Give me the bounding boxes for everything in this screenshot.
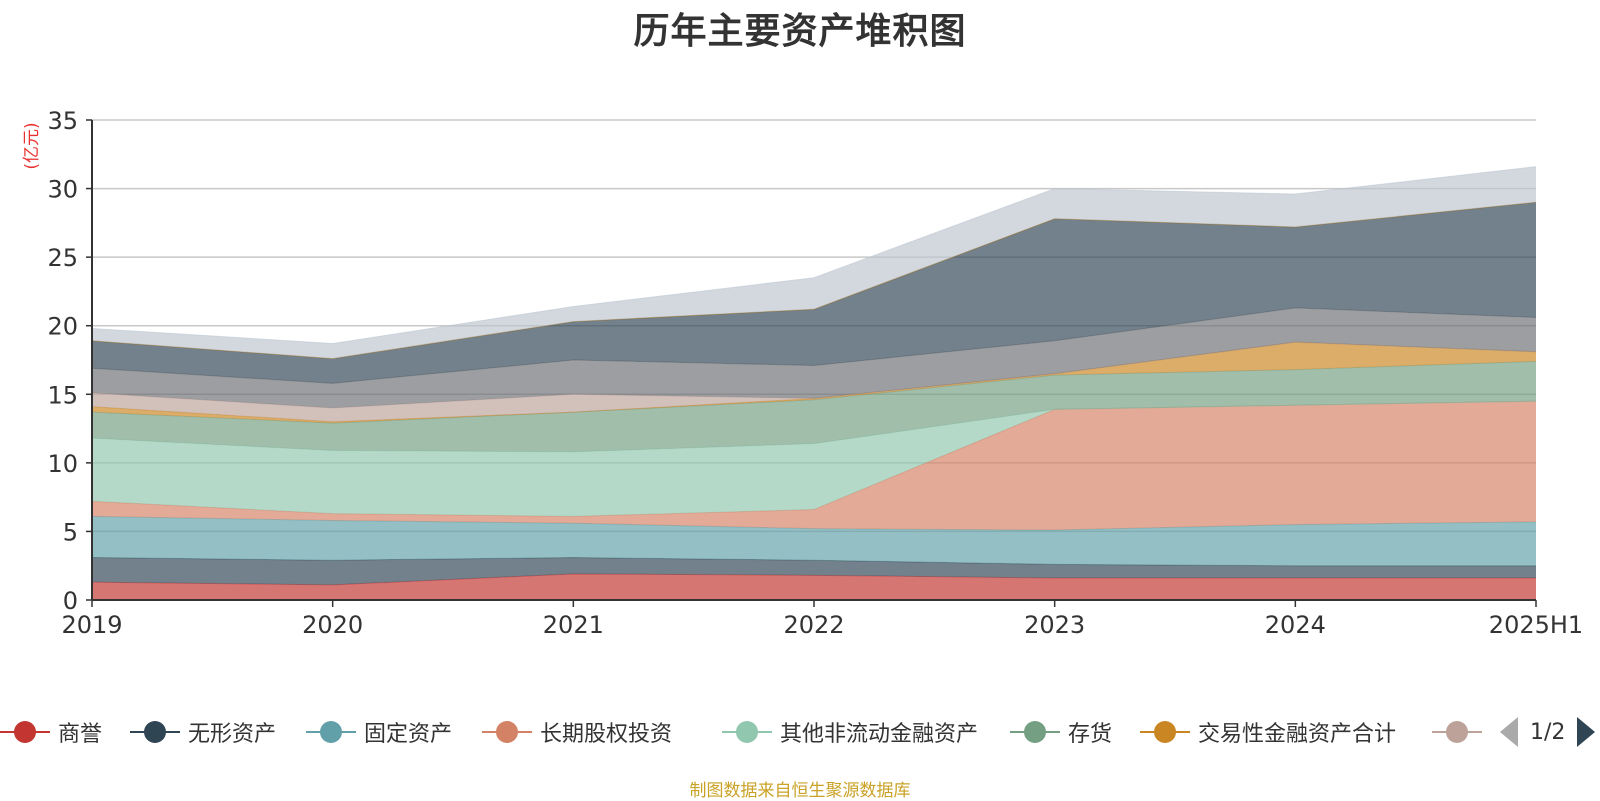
- area-series-0: [92, 573, 1536, 600]
- legend-label: 长期股权投资: [540, 722, 673, 747]
- chart-title: 历年主要资产堆积图: [633, 11, 967, 52]
- area-series-3: [92, 401, 1536, 531]
- legend-marker-icon: [1140, 712, 1190, 752]
- legend-marker-icon: [130, 712, 180, 752]
- legend-item[interactable]: 存货: [1010, 712, 1112, 752]
- area-series-1: [92, 557, 1536, 585]
- stacked-area-chart: 0 5 10 15 20 25 30 35 2019 2020 2021 2022 2023 2024 20…: [22, 107, 1583, 639]
- area-series-9: [92, 202, 1536, 384]
- legend-label: 固定资产: [364, 722, 453, 747]
- legend-item[interactable]: 其他非流动金融资产: [722, 712, 978, 752]
- x-tick-label: 2021: [543, 611, 604, 639]
- legend-label: 商誉: [58, 722, 103, 747]
- x-tick-label: 2024: [1265, 611, 1326, 639]
- x-tick-label: 2025H1: [1489, 611, 1583, 639]
- legend-item[interactable]: 交易性金融资产合计: [1140, 712, 1396, 752]
- area-series-2: [92, 516, 1536, 566]
- y-tick-label: 0: [63, 587, 78, 615]
- legend-label: 其他非流动金融资产: [780, 722, 979, 747]
- y-tick-label: 5: [63, 518, 78, 546]
- area-series-4: [92, 401, 1536, 517]
- area-series-7: [92, 342, 1536, 422]
- y-tick-label: 10: [47, 450, 78, 478]
- x-tick-label: 2019: [61, 611, 122, 639]
- legend-marker-icon: [1432, 712, 1482, 752]
- y-tick-label: 30: [47, 176, 78, 204]
- legend: 商誉 无形资产 固定资产 长期股权投资 其他非流动金融资产 存货 交易性金融资产合计: [0, 712, 1600, 752]
- legend-label: 存货: [1068, 722, 1113, 747]
- legend-prev-page-icon[interactable]: [1500, 717, 1518, 747]
- legend-marker-icon: [0, 712, 50, 752]
- legend-marker-icon: [482, 712, 532, 752]
- x-tick-label: 2022: [783, 611, 844, 639]
- y-tick-label: 25: [47, 244, 78, 272]
- legend-item[interactable]: 长期股权投资: [482, 712, 672, 752]
- legend-page-indicator: 1/2: [1530, 719, 1566, 745]
- area-series-11: [92, 166, 1536, 359]
- area-series-8: [92, 307, 1536, 408]
- legend-item[interactable]: 固定资产: [306, 712, 452, 752]
- legend-label: 无形资产: [188, 722, 277, 747]
- legend-next-page-icon[interactable]: [1577, 717, 1596, 747]
- x-tick-label: 2020: [302, 611, 363, 639]
- area-series-5: [92, 361, 1536, 452]
- legend-pager: 1/2: [1500, 712, 1596, 752]
- y-tick-label: 35: [47, 107, 78, 135]
- y-tick-label: 15: [47, 381, 78, 409]
- legend-label: 交易性金融资产合计: [1198, 722, 1397, 747]
- data-source-note: 制图数据来自恒生聚源数据库: [689, 781, 911, 801]
- legend-marker-icon: [722, 712, 772, 752]
- x-tick-label: 2023: [1024, 611, 1085, 639]
- legend-marker-icon: [306, 712, 356, 752]
- y-axis-unit-label: (亿元): [22, 122, 42, 169]
- y-tick-label: 20: [47, 313, 78, 341]
- legend-marker-icon: [1010, 712, 1060, 752]
- legend-item[interactable]: 商誉: [0, 712, 102, 752]
- area-series-6: [92, 342, 1536, 424]
- legend-item[interactable]: 无形资产: [130, 712, 276, 752]
- area-edge-11: [91, 166, 1537, 345]
- legend-item[interactable]: [1432, 712, 1482, 752]
